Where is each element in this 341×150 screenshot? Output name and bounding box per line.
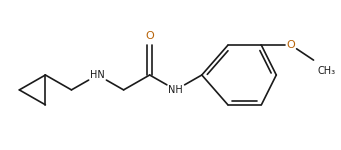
Text: O: O: [145, 31, 154, 40]
Text: NH: NH: [168, 85, 183, 95]
Text: CH₃: CH₃: [317, 66, 336, 76]
Text: O: O: [287, 40, 296, 50]
Text: HN: HN: [90, 70, 105, 80]
